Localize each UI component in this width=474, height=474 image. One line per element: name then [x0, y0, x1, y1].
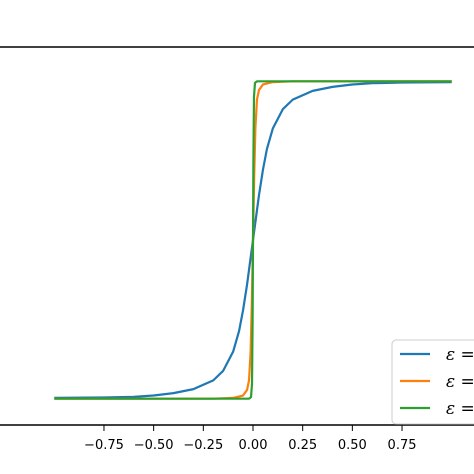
x-tick-label-2: −0.50 — [134, 438, 174, 453]
x-tick-label-5: 0.25 — [288, 438, 317, 453]
legend-label-3: ε = — [446, 399, 474, 419]
x-tick-label-3: −0.25 — [183, 438, 223, 453]
x-axis: −0.75 −0.50 −0.25 0.00 0.25 0.50 0.75 — [84, 425, 417, 453]
legend-label-2: ε = — [446, 372, 474, 392]
legend-label-1: ε = — [446, 345, 474, 365]
series-line-3 — [54, 80, 452, 400]
plot-frame — [0, 46, 474, 426]
x-tick-label-7: 0.75 — [388, 438, 417, 453]
x-tick-label-1: −0.75 — [84, 438, 124, 453]
legend-box — [391, 339, 474, 425]
x-tick-label-4: 0.00 — [239, 438, 268, 453]
series-layer — [54, 80, 452, 400]
legend: ε = ε = ε = — [391, 339, 474, 425]
x-tick-label-6: 0.50 — [338, 438, 367, 453]
legend-items: ε = ε = ε = — [400, 345, 474, 419]
